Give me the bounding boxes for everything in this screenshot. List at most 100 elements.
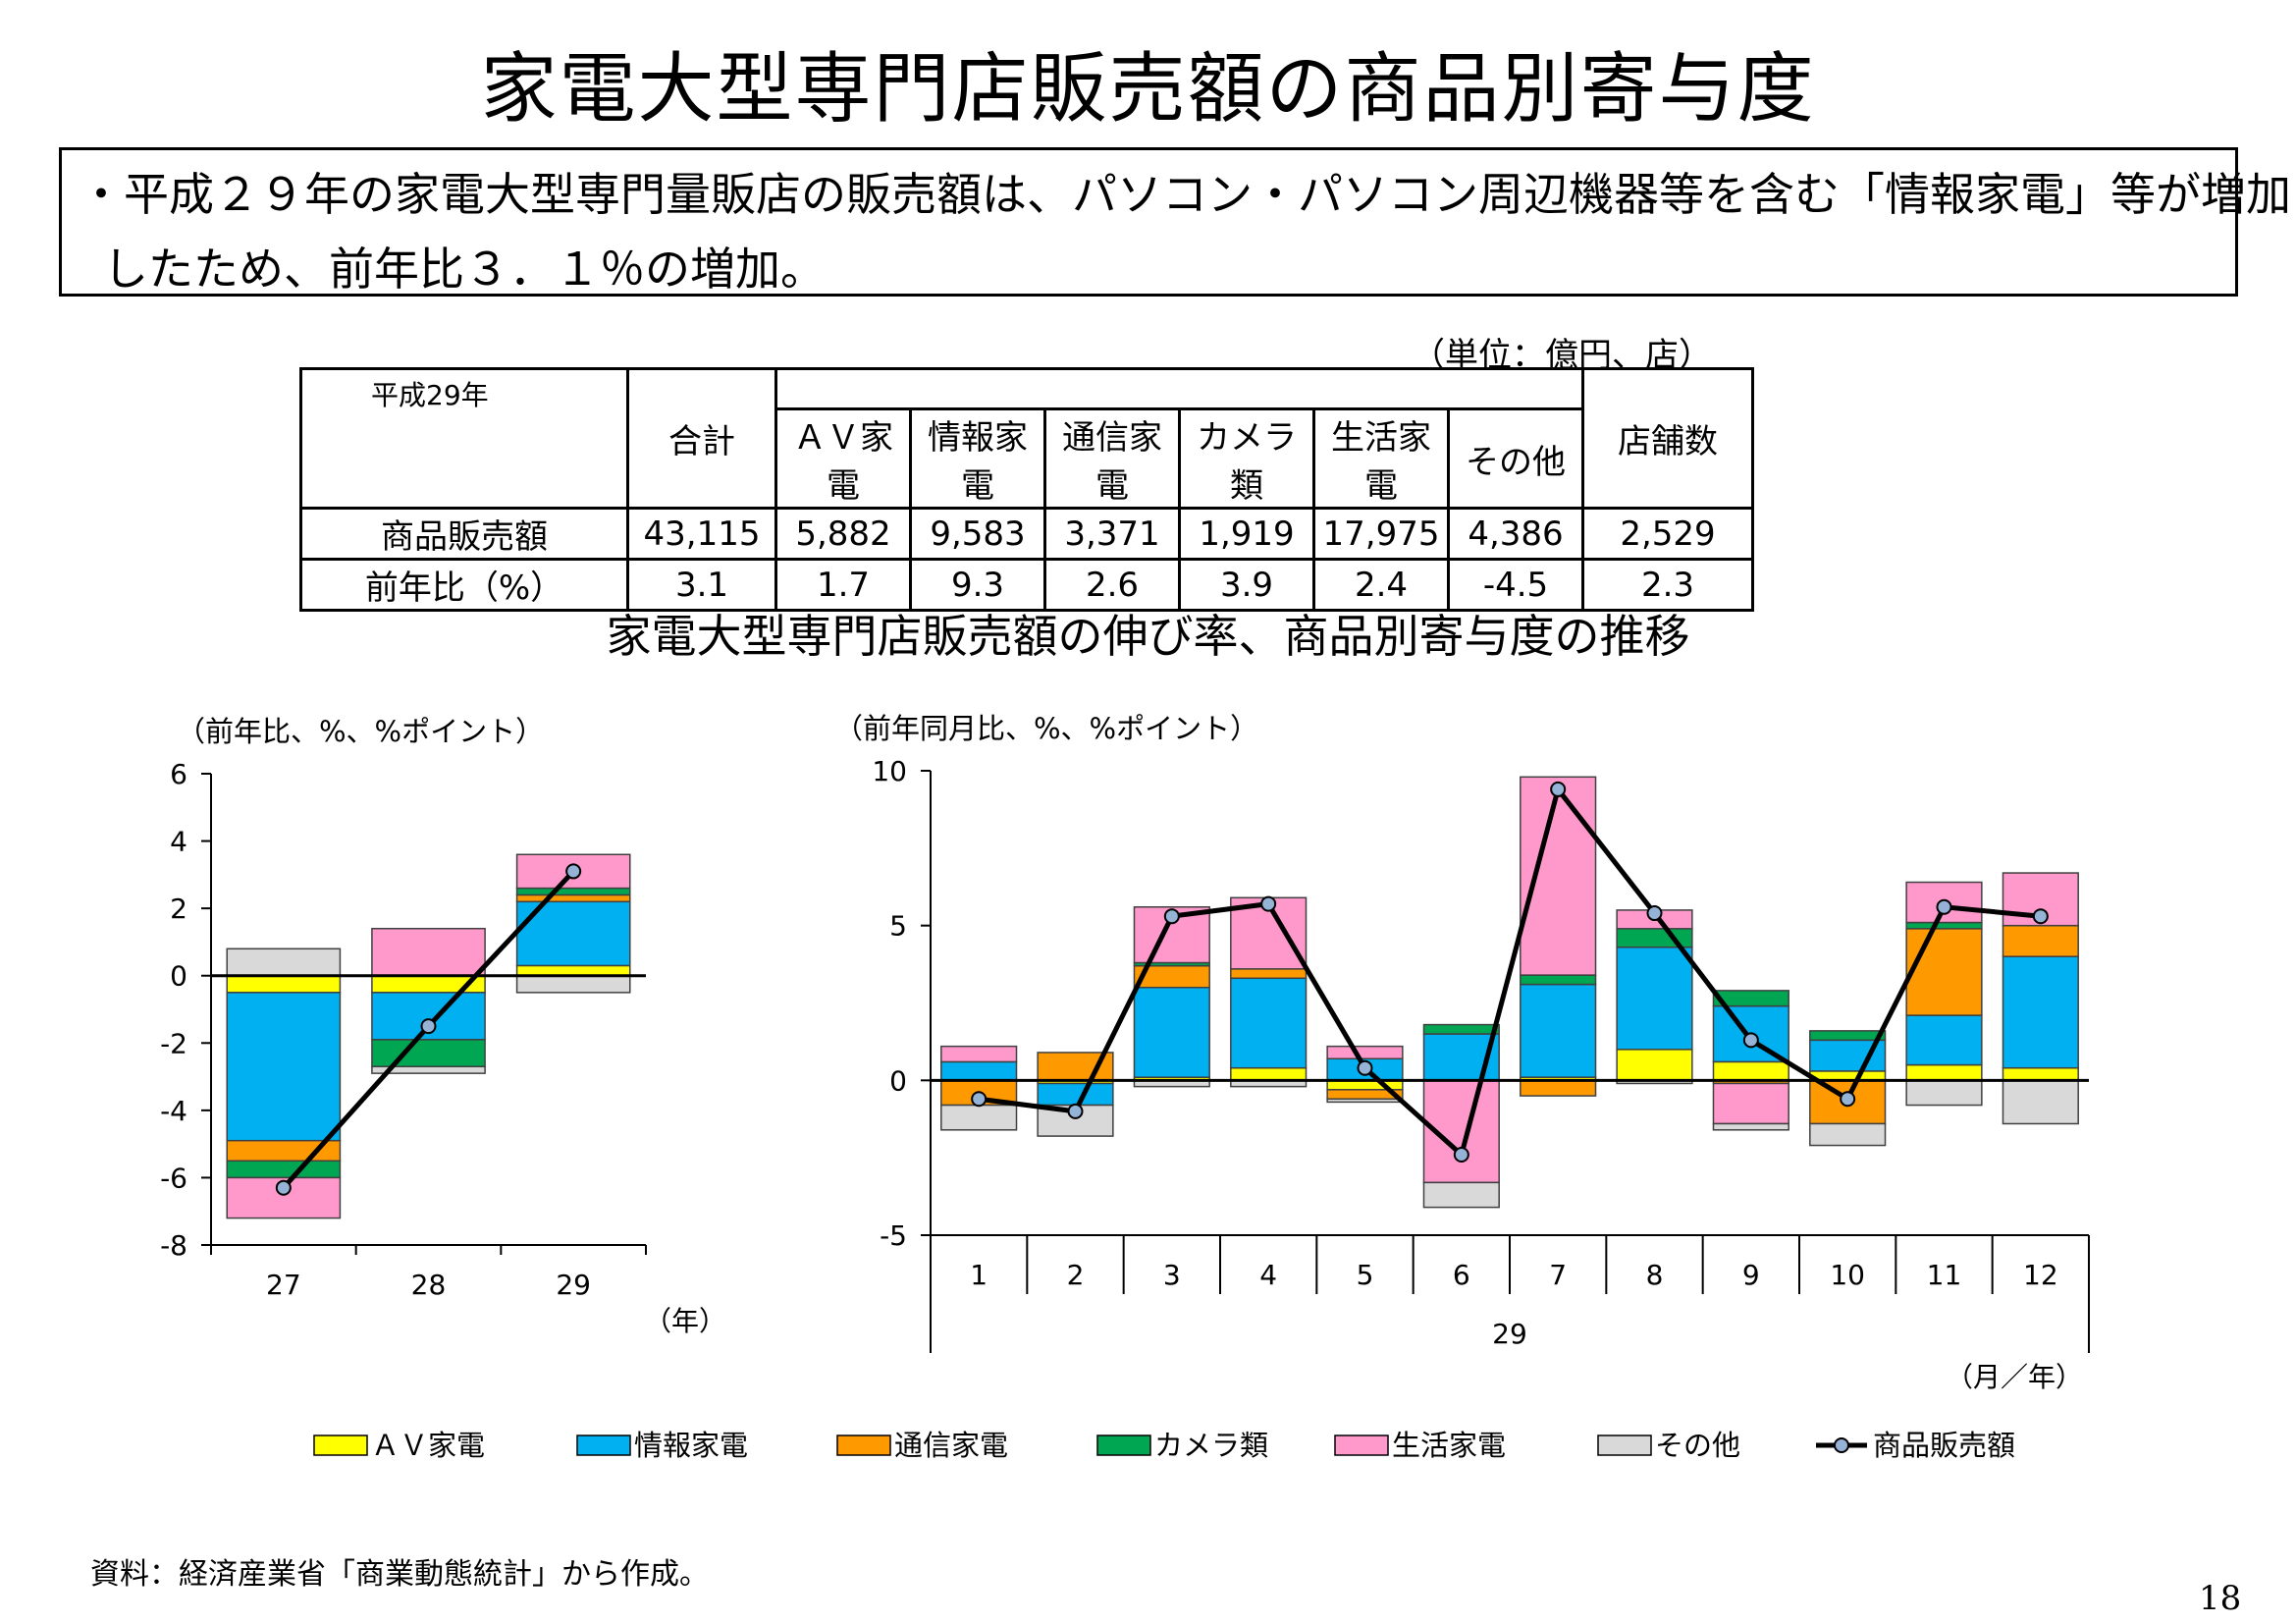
table-category-header: カメラ類	[1178, 407, 1315, 510]
table-row: 前年比（%） 3.1 1.7 9.3 2.6 3.9 2.4 -4.5 2.3	[299, 558, 1754, 612]
sales-growth-point	[1453, 1147, 1469, 1164]
sales-growth-point	[565, 863, 582, 880]
legend-swatch-comm	[836, 1435, 891, 1456]
legend-swatch-av	[313, 1435, 368, 1456]
x-axis-unit-label: （年）	[644, 1305, 726, 1337]
x-tick-label: 4	[1259, 1259, 1277, 1291]
bar-segment-camera	[1712, 990, 1789, 1007]
table-category-header: 通信家電	[1043, 407, 1181, 510]
table-cell: 5,882	[774, 507, 912, 561]
legend-label: 通信家電	[894, 1429, 1008, 1462]
sales-growth-point	[2032, 908, 2049, 925]
table-cell: -4.5	[1447, 558, 1584, 612]
bar-segment-info	[515, 900, 631, 967]
bar-segment-info	[2002, 955, 2079, 1069]
table-cell: 2.3	[1581, 558, 1754, 612]
sales-growth-point	[1260, 895, 1277, 912]
x-tick-label: 27	[266, 1269, 301, 1301]
table-row: 商品販売額 43,115 5,882 9,583 3,371 1,919 17,…	[299, 507, 1754, 561]
sales-growth-point	[1550, 781, 1567, 797]
x-tick-label: 12	[2023, 1259, 2058, 1291]
bar-segment-info	[1230, 977, 1308, 1069]
bar-segment-life	[371, 927, 486, 977]
table-cell: 3.9	[1178, 558, 1315, 612]
sales-table: 平成29年 合計 店舗数 ＡＶ家電 情報家電 通信家電 カメラ類 生活家電 その…	[299, 367, 1754, 612]
x-axis-unit-label: （月／年）	[1946, 1361, 2083, 1393]
sales-growth-line	[978, 784, 2042, 1160]
sales-growth-point	[420, 1018, 437, 1035]
table-cell: 3,371	[1043, 507, 1181, 561]
y-tick-label: 5	[889, 910, 907, 943]
bar-segment-camera	[1422, 1023, 1500, 1035]
y-tick-label: 6	[170, 758, 187, 790]
y-tick-label: 2	[170, 893, 187, 925]
bar-segment-other	[940, 1104, 1018, 1131]
summary-box	[59, 147, 2238, 297]
summary-text-line1: ・平成２９年の家電大型専門量販店の販売額は、パソコン・パソコン周辺機器等を含む「…	[79, 168, 2291, 221]
x-tick-label: 10	[1830, 1259, 1865, 1291]
table-cell: 1.7	[774, 558, 912, 612]
table-cell: 1,919	[1178, 507, 1315, 561]
y-tick-label: 4	[170, 826, 187, 858]
bar-segment-info	[1133, 986, 1210, 1078]
table-row-label: 商品販売額	[299, 507, 629, 561]
y-axis-unit-label: （前年比、%、%ポイント）	[177, 715, 544, 748]
table-category-header: 生活家電	[1312, 407, 1450, 510]
x-group-label: 29	[1492, 1318, 1527, 1350]
y-tick-label: -4	[160, 1095, 187, 1127]
bar-segment-info	[1905, 1014, 1983, 1066]
x-tick-label: 9	[1742, 1259, 1760, 1291]
x-tick-label: 1	[970, 1259, 988, 1291]
y-tick-label: 0	[889, 1064, 907, 1097]
x-tick-label: 7	[1549, 1259, 1567, 1291]
table-cell: 9.3	[909, 558, 1046, 612]
table-category-header: その他	[1447, 407, 1584, 510]
table-category-header: ＡＶ家電	[774, 407, 912, 510]
bar-segment-other	[226, 947, 342, 977]
y-tick-label: -5	[880, 1219, 907, 1252]
bar-segment-camera	[1809, 1030, 1887, 1042]
y-tick-label: 0	[170, 960, 187, 993]
bar-segment-camera	[371, 1039, 486, 1068]
x-tick-label: 5	[1357, 1259, 1374, 1291]
bar-segment-other	[2002, 1079, 2079, 1125]
x-tick-label: 3	[1163, 1259, 1181, 1291]
legend-label: 生活家電	[1392, 1429, 1506, 1462]
sales-growth-point	[1742, 1032, 1759, 1049]
table-cell: 43,115	[626, 507, 777, 561]
sales-growth-point	[1357, 1059, 1373, 1076]
y-tick-label: -8	[160, 1229, 187, 1262]
legend-swatch-camera	[1096, 1435, 1151, 1456]
chart-section-title: 家電大型専門店販売額の伸び率、商品別寄与度の推移	[606, 610, 1690, 663]
bar-segment-life	[940, 1045, 1018, 1063]
sales-growth-point	[1840, 1091, 1856, 1108]
table-cell: 2,529	[1581, 507, 1754, 561]
legend-label: 商品販売額	[1873, 1429, 2015, 1462]
bar-segment-comm	[1905, 928, 1983, 1016]
y-tick-label: -2	[160, 1027, 187, 1059]
bar-segment-info	[1520, 983, 1597, 1078]
bar-segment-info	[226, 992, 342, 1142]
legend-label: ＡＶ家電	[371, 1429, 485, 1462]
x-tick-label: 28	[411, 1269, 447, 1301]
table-category-group-header	[774, 367, 1584, 410]
table-stores-header: 店舗数	[1581, 367, 1754, 510]
bar-segment-life	[1712, 1082, 1789, 1125]
bar-segment-other	[1809, 1122, 1887, 1147]
y-tick-label: -6	[160, 1162, 187, 1194]
table-cell: 9,583	[909, 507, 1046, 561]
legend-line-marker	[1834, 1437, 1849, 1453]
legend-swatch-other	[1597, 1435, 1652, 1456]
page-title: 家電大型専門店販売額の商品別寄与度	[480, 45, 1816, 134]
sales-growth-point	[1163, 908, 1180, 925]
bar-segment-other	[1422, 1181, 1500, 1209]
table-cell: 4,386	[1447, 507, 1584, 561]
bar-segment-life	[1326, 1045, 1404, 1060]
bar-segment-other	[1712, 1122, 1789, 1131]
table-year-label: 平成29年	[299, 367, 629, 510]
table-total-header: 合計	[626, 367, 777, 510]
legend-label: 情報家電	[634, 1429, 748, 1462]
sales-growth-point	[1936, 898, 1952, 915]
table-category-header: 情報家電	[909, 407, 1046, 510]
